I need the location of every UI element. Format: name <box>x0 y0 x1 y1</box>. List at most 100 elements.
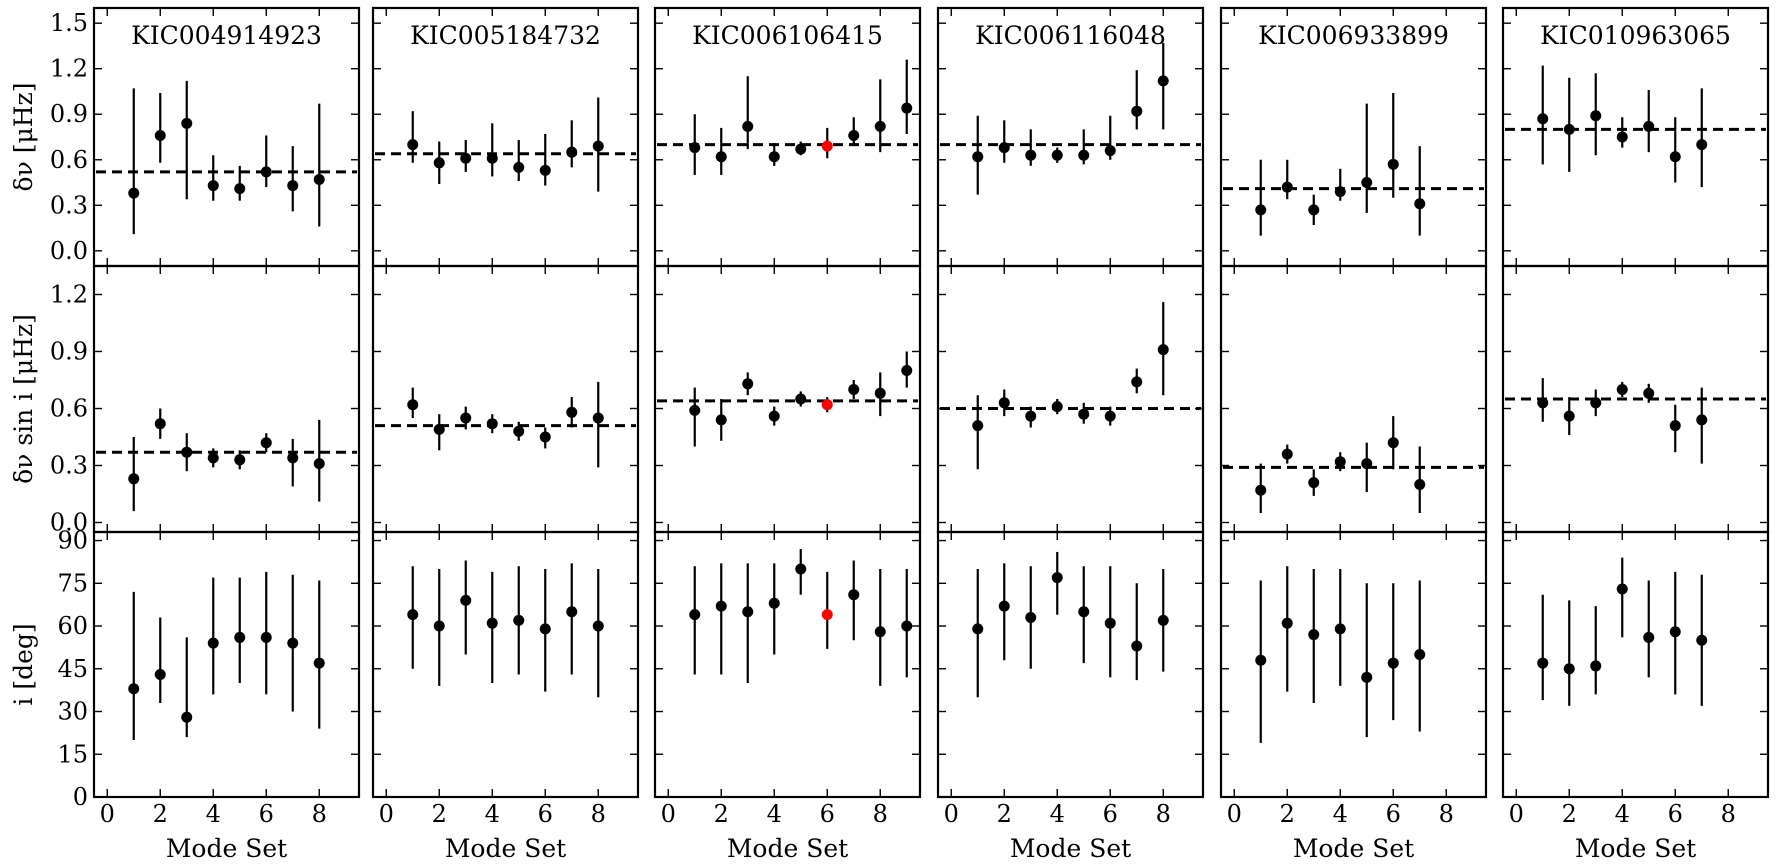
data-point <box>566 606 578 618</box>
data-point <box>1643 631 1655 643</box>
data-point <box>1334 186 1346 198</box>
data-point <box>234 454 246 466</box>
panel-frame <box>371 530 640 799</box>
panel-title: KIC010963065 <box>1540 21 1731 50</box>
data-point <box>1563 410 1575 422</box>
data-point <box>768 410 780 422</box>
data-point <box>1051 572 1063 584</box>
data-point <box>1255 654 1267 666</box>
data-point <box>689 609 701 621</box>
data-point <box>433 423 445 435</box>
panel-1-2: 0 2 4 6 8 Mode Set <box>371 530 640 863</box>
data-point <box>1414 649 1426 661</box>
data-point <box>313 657 325 669</box>
data-point <box>1104 410 1116 422</box>
data-point <box>486 152 498 164</box>
data-point <box>1104 145 1116 157</box>
data-point <box>1308 629 1320 641</box>
x-axis-label: Mode Set <box>166 834 287 863</box>
data-point <box>689 404 701 416</box>
data-point <box>539 623 551 635</box>
chart-column-5: KIC010963065 0 2 4 6 8 Mode Set <box>1501 6 1770 863</box>
y-tick-label: 75 <box>57 569 88 597</box>
highlighted-data-point <box>821 140 833 152</box>
data-point <box>407 399 419 411</box>
y-tick-label: 30 <box>57 698 88 726</box>
panel-2-1 <box>653 264 922 534</box>
row-y-label: δν sin i [μHz] <box>9 314 38 484</box>
panel-title: KIC006106415 <box>692 21 883 50</box>
data-point <box>539 431 551 443</box>
data-point <box>181 117 193 129</box>
chart-column-4: KIC006933899 0 2 4 6 8 Mode Set <box>1219 6 1488 863</box>
panel-frame <box>1219 530 1488 799</box>
data-point <box>1025 611 1037 623</box>
y-tick-label: 0.0 <box>50 509 88 537</box>
data-point <box>1361 177 1373 189</box>
data-point <box>1696 139 1708 151</box>
x-tick-label: 2 <box>714 800 729 828</box>
panel-frame <box>653 530 922 799</box>
data-point <box>1051 149 1063 161</box>
y-tick-label: 0.3 <box>50 452 88 480</box>
data-point <box>848 589 860 601</box>
data-point <box>1131 376 1143 388</box>
panel-5-2: 0 2 4 6 8 Mode Set <box>1501 530 1770 863</box>
panel-title: KIC006933899 <box>1258 21 1449 50</box>
highlighted-data-point <box>821 399 833 411</box>
data-point <box>1590 397 1602 409</box>
data-point <box>1308 204 1320 216</box>
data-point <box>998 142 1010 154</box>
x-axis-label: Mode Set <box>1010 834 1131 863</box>
data-point <box>1669 626 1681 638</box>
x-tick-label: 6 <box>259 800 274 828</box>
data-point <box>128 473 140 485</box>
data-point <box>287 180 299 192</box>
x-axis-label: Mode Set <box>1293 834 1414 863</box>
data-point <box>1643 120 1655 132</box>
x-tick-label: 4 <box>485 800 500 828</box>
data-point <box>874 120 886 132</box>
y-tick-label: 1.2 <box>50 281 88 309</box>
data-point <box>566 406 578 418</box>
data-point <box>1669 151 1681 163</box>
x-tick-label: 6 <box>1386 800 1401 828</box>
x-tick-label: 0 <box>944 800 959 828</box>
data-point <box>901 365 913 376</box>
y-tick-label: 0 <box>73 783 88 811</box>
x-tick-label: 8 <box>1156 800 1171 828</box>
data-point <box>1334 456 1346 468</box>
data-point <box>874 387 886 399</box>
panel-4-1 <box>1219 264 1488 534</box>
panel-3-2: 0 2 4 6 8 Mode Set <box>936 530 1205 863</box>
x-tick-label: 4 <box>1615 800 1630 828</box>
data-point <box>972 623 984 635</box>
data-point <box>768 151 780 163</box>
data-point <box>260 437 272 449</box>
row-y-label: δν [μHz] <box>9 83 38 192</box>
data-point <box>1157 614 1169 626</box>
x-tick-label: 8 <box>591 800 606 828</box>
data-point <box>1361 671 1373 683</box>
data-point <box>1157 75 1169 87</box>
data-point <box>1563 663 1575 675</box>
data-point <box>1563 123 1575 135</box>
data-point <box>1255 484 1267 496</box>
data-point <box>1643 387 1655 399</box>
y-tick-label: 0.0 <box>50 237 88 265</box>
x-tick-label: 6 <box>1668 800 1683 828</box>
row-y-labels: δν [μHz] δν sin i [μHz] i [deg] <box>9 83 38 706</box>
data-point <box>154 418 166 430</box>
x-tick-label: 2 <box>997 800 1012 828</box>
data-point <box>407 609 419 621</box>
data-point <box>795 393 807 405</box>
x-tick-label: 2 <box>432 800 447 828</box>
chart-column-3: KIC006116048 0 2 4 6 8 Mode Set <box>936 6 1205 863</box>
row-y-label: i [deg] <box>9 623 38 705</box>
data-point <box>460 152 472 164</box>
panel-1-1 <box>371 264 640 534</box>
x-tick-label: 8 <box>1721 800 1736 828</box>
data-point <box>1025 149 1037 161</box>
y-tick-label: 0.9 <box>50 100 88 128</box>
panel-title: KIC005184732 <box>410 21 601 50</box>
